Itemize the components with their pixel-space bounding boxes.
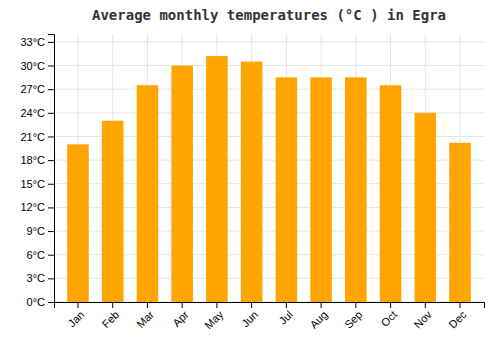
y-tick: 27°C xyxy=(20,83,54,95)
x-tick-label: Feb xyxy=(99,308,121,330)
y-tick-label: 27°C xyxy=(20,83,45,95)
x-axis-line xyxy=(55,303,485,309)
grid-line-y xyxy=(54,89,484,90)
x-tick-mark xyxy=(77,302,78,308)
x-tick: Apr xyxy=(170,302,191,329)
x-tick: Jan xyxy=(65,302,86,329)
y-tick-mark xyxy=(48,255,54,256)
y-tick-mark xyxy=(48,89,54,90)
y-tick-label: 0°C xyxy=(27,296,46,308)
x-tick: Oct xyxy=(379,302,400,329)
x-axis: Jan Feb Mar Apr May Jun Jul Aug Sep Oct Nov Dec xyxy=(55,302,485,331)
y-tick-label: 12°C xyxy=(20,201,45,213)
x-tick: Mar xyxy=(134,302,156,330)
y-tick-mark xyxy=(48,184,54,185)
x-tick-mark xyxy=(147,302,148,308)
bar xyxy=(67,144,89,302)
x-tick-mark xyxy=(216,302,217,308)
bar xyxy=(171,66,193,302)
y-tick-mark xyxy=(48,66,54,67)
y-tick: 6°C xyxy=(27,249,54,261)
x-tick-label: Jul xyxy=(276,308,294,326)
y-tick: 18°C xyxy=(20,154,54,166)
y-tick: 9°C xyxy=(27,225,54,237)
y-tick-label: 21°C xyxy=(20,130,45,142)
y-tick-mark xyxy=(48,136,54,137)
x-tick: Jun xyxy=(239,302,260,329)
y-tick-mark xyxy=(48,160,54,161)
chart-container: Jan Feb Mar Apr May Jun Jul Aug Sep Oct Nov Dec 0°C 3… xyxy=(0,0,500,350)
y-tick: 0°C xyxy=(27,296,54,308)
y-tick: 3°C xyxy=(27,272,54,284)
y-tick-mark xyxy=(48,302,54,303)
x-tick-mark xyxy=(251,302,252,308)
bars xyxy=(67,56,471,302)
x-tick: Aug xyxy=(307,302,329,331)
grid-line-y xyxy=(54,41,484,42)
x-tick: Dec xyxy=(446,302,469,331)
bar xyxy=(449,143,471,302)
y-axis: 0°C 3°C 6°C 9°C 12°C 15°C 18°C 21°C 24°C 27°C 30°C… xyxy=(20,35,54,309)
plot-area: Jan Feb Mar Apr May Jun Jul Aug Sep Oct Nov Dec 0°C 3… xyxy=(20,34,484,331)
x-tick-label: Apr xyxy=(170,308,191,329)
grid xyxy=(54,34,484,302)
x-tick-label: Aug xyxy=(307,308,329,330)
y-tick-mark xyxy=(48,278,54,279)
x-tick-label: Oct xyxy=(379,308,400,329)
y-tick-label: 24°C xyxy=(20,107,45,119)
x-tick-label: Sep xyxy=(342,308,364,330)
x-tick-mark xyxy=(321,302,322,308)
bar xyxy=(206,56,228,302)
y-tick-mark xyxy=(48,42,54,43)
y-tick-label: 18°C xyxy=(20,154,45,166)
y-tick-label: 30°C xyxy=(20,60,45,72)
y-tick-label: 3°C xyxy=(27,272,46,284)
bar xyxy=(310,77,332,302)
bar xyxy=(241,62,263,302)
x-tick-mark xyxy=(460,302,461,308)
y-tick: 15°C xyxy=(20,178,54,190)
y-tick-mark xyxy=(48,231,54,232)
grid-line-y xyxy=(54,65,484,66)
y-tick-label: 15°C xyxy=(20,178,45,190)
y-tick: 33°C xyxy=(20,36,54,48)
y-tick: 21°C xyxy=(20,130,54,142)
x-tick-mark xyxy=(390,302,391,308)
x-tick-label: Mar xyxy=(134,308,156,330)
x-tick-mark xyxy=(355,302,356,308)
bar xyxy=(276,77,298,302)
x-tick-mark xyxy=(112,302,113,308)
y-tick-label: 6°C xyxy=(27,249,46,261)
x-tick: May xyxy=(202,302,226,331)
x-tick-mark xyxy=(182,302,183,308)
x-tick: Jul xyxy=(276,302,294,327)
title: Average monthly temperatures (°C ) in Eg… xyxy=(92,7,446,23)
y-tick: 12°C xyxy=(20,201,54,213)
y-axis-line xyxy=(48,35,55,303)
y-tick-mark xyxy=(48,207,54,208)
bar xyxy=(415,113,437,302)
x-tick: Nov xyxy=(412,302,435,331)
x-tick: Sep xyxy=(342,302,364,331)
x-tick-mark xyxy=(286,302,287,308)
x-tick-mark xyxy=(425,302,426,308)
y-tick-label: 33°C xyxy=(20,36,45,48)
x-tick: Feb xyxy=(99,302,121,330)
bar xyxy=(137,85,159,302)
x-tick-label: May xyxy=(202,308,226,332)
y-tick-label: 9°C xyxy=(27,225,46,237)
bar xyxy=(102,121,124,302)
x-tick-label: Jun xyxy=(239,308,260,329)
x-tick-label: Dec xyxy=(446,308,469,331)
chart-svg: Jan Feb Mar Apr May Jun Jul Aug Sep Oct Nov Dec 0°C 3… xyxy=(0,0,500,350)
y-tick-mark xyxy=(48,113,54,114)
x-tick-label: Jan xyxy=(65,308,86,329)
bar xyxy=(380,85,402,302)
y-tick: 30°C xyxy=(20,60,54,72)
bar xyxy=(345,77,367,302)
x-tick-label: Nov xyxy=(412,308,435,331)
y-tick: 24°C xyxy=(20,107,54,119)
